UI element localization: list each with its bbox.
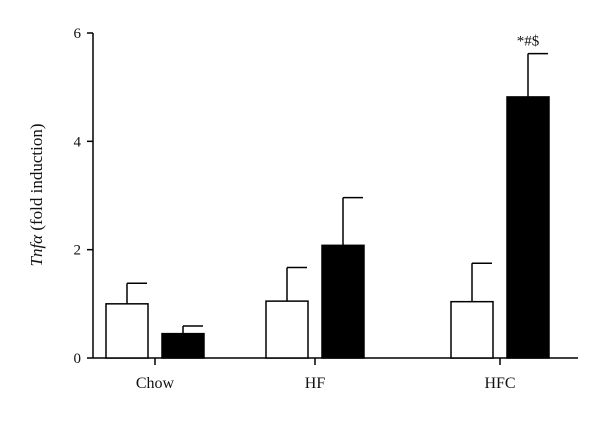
x-tick-label: HFC	[484, 375, 515, 392]
bar-hfc-series-1	[450, 300, 494, 359]
y-tick-label: 4	[74, 134, 82, 150]
bars	[105, 52, 550, 359]
bar-chow-series-2	[161, 332, 205, 359]
bar-hfc-series-2	[506, 96, 550, 359]
x-tick-label: HF	[305, 375, 326, 392]
bar-chow-series-1	[105, 303, 149, 359]
y-tick-label: 0	[74, 351, 82, 367]
bar-hf-series-1	[265, 300, 309, 359]
y-axis-title-gene: Tnfα	[27, 234, 46, 267]
significance-annotation: *#$	[517, 34, 540, 50]
bar-hf-series-2	[321, 244, 365, 359]
y-axis-title-unit: (fold induction)	[27, 123, 46, 234]
y-tick-label: 2	[74, 243, 82, 259]
y-axis-title: Tnfα (fold induction)	[27, 123, 46, 266]
labels: 0 2 4 6 Chow HF HFC *#$	[74, 26, 540, 392]
y-tick-label: 6	[74, 26, 82, 42]
x-tick-label: Chow	[136, 375, 175, 392]
